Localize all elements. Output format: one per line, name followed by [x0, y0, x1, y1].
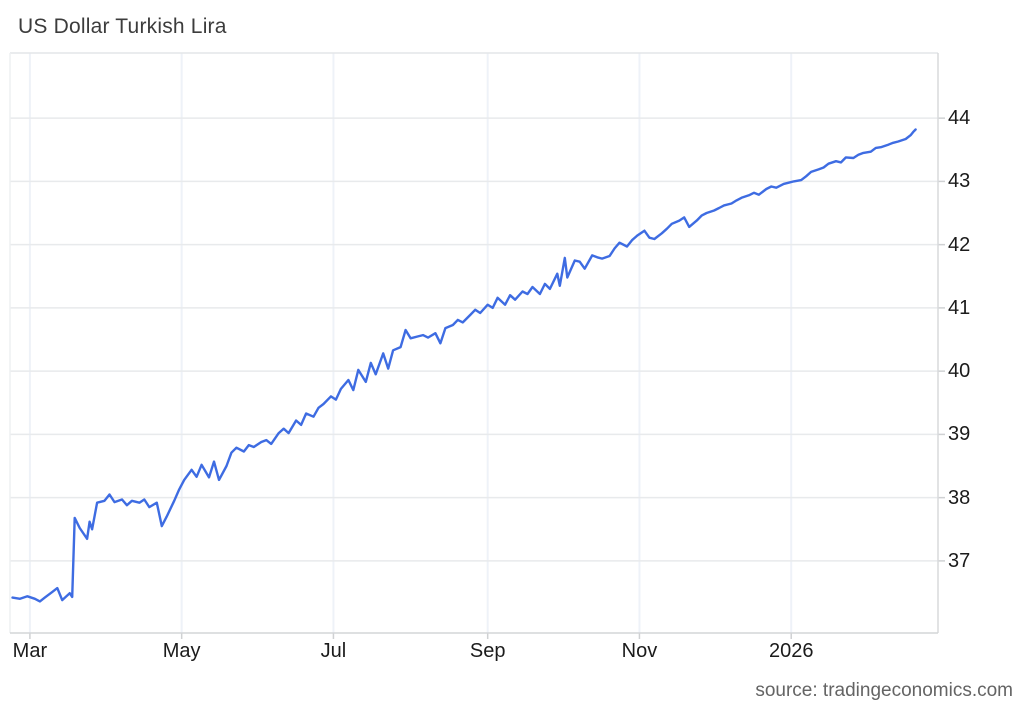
price-line-series[interactable] — [11, 128, 917, 603]
source-attribution: source: tradingeconomics.com — [755, 680, 1013, 701]
y-axis-label-39: 39 — [948, 423, 971, 446]
y-axis-label-41: 41 — [948, 296, 971, 319]
y-axis-label-38: 38 — [948, 486, 971, 509]
y-axis-label-43: 43 — [948, 170, 971, 193]
y-axis-label-40: 40 — [948, 360, 971, 383]
x-axis-label-sep: Sep — [469, 640, 506, 662]
y-axis-label-42: 42 — [948, 233, 971, 256]
x-axis-label-nov: Nov — [621, 640, 658, 662]
y-axis-label-44: 44 — [948, 107, 971, 130]
chart-title: US Dollar Turkish Lira — [18, 15, 227, 38]
x-axis-label-mar: Mar — [12, 640, 48, 662]
y-axis-label-37: 37 — [948, 549, 971, 572]
x-axis-label-may: May — [162, 640, 201, 662]
x-axis-label-jul: Jul — [320, 640, 347, 662]
x-axis-label-2026: 2026 — [768, 640, 814, 662]
